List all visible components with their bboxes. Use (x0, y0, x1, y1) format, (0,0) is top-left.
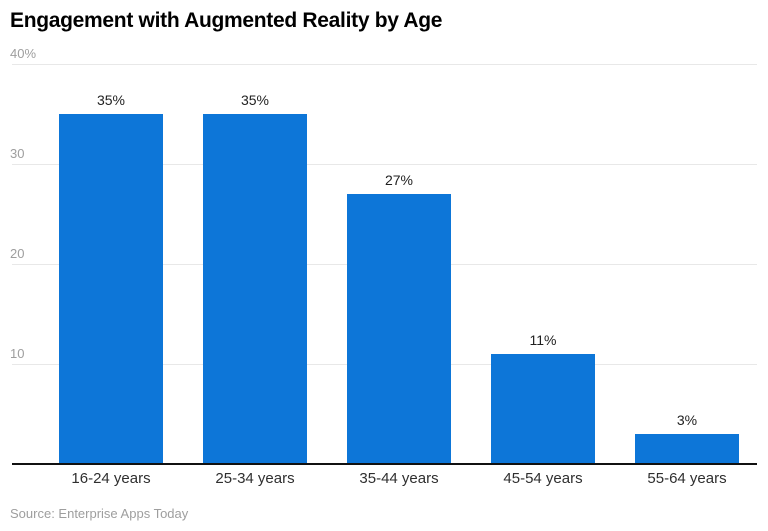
bar (59, 114, 163, 464)
bar-slot: 11% (471, 332, 615, 464)
bar-value-label: 3% (676, 412, 698, 428)
bar-value-label: 27% (384, 172, 414, 188)
bar-slot: 27% (327, 172, 471, 464)
bar (491, 354, 595, 464)
x-axis-label: 45-54 years (503, 470, 583, 487)
y-axis-tick-label: 30 (10, 146, 25, 161)
bar-value-label: 35% (96, 92, 126, 108)
bar-value-label: 11% (529, 332, 557, 348)
chart-title: Engagement with Augmented Reality by Age (10, 9, 443, 32)
y-axis-tick-label: 40% (10, 46, 37, 61)
bar (347, 194, 451, 464)
bars-container: 35% 35% 27% 11% 3% (39, 64, 759, 464)
x-axis-label: 55-64 years (647, 470, 727, 487)
x-axis-line (12, 463, 757, 465)
bar-slot: 35% (39, 92, 183, 464)
y-axis-tick-label: 20 (10, 246, 25, 261)
bar-slot: 3% (615, 412, 759, 464)
y-axis-tick-label: 10 (10, 346, 25, 361)
bar (635, 434, 739, 464)
x-axis-labels: 16-24 years 25-34 years 35-44 years 45-54 y… (39, 470, 759, 488)
x-axis-label: 16-24 years (71, 470, 151, 487)
bar-slot: 35% (183, 92, 327, 464)
gridline (12, 164, 757, 165)
gridline (12, 64, 757, 65)
x-axis-label: 35-44 years (359, 470, 439, 487)
bar (203, 114, 307, 464)
bar-value-label: 35% (240, 92, 270, 108)
x-axis-label: 25-34 years (215, 470, 295, 487)
source-note: Source: Enterprise Apps Today (10, 506, 189, 521)
